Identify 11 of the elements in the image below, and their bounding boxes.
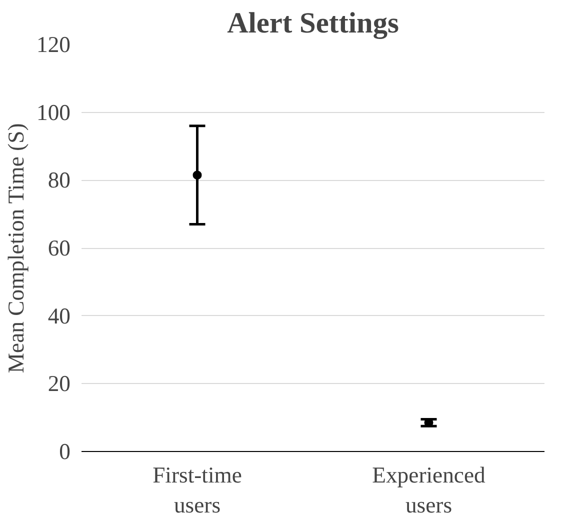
- y-tick-label: 80: [48, 168, 70, 193]
- y-tick-label: 60: [48, 236, 70, 260]
- y-tick-label: 100: [36, 100, 70, 125]
- x-tick-label: First-time users: [152, 462, 242, 518]
- y-tick-label: 40: [48, 303, 70, 328]
- y-tick-label: 20: [48, 371, 70, 396]
- x-tick-label: Experienced users: [372, 462, 486, 518]
- y-tick-label: 120: [36, 32, 70, 57]
- y-tick-label: 0: [59, 439, 70, 464]
- chart-title: Alert Settings: [227, 8, 399, 40]
- y-axis-title: Mean Completion Time (S): [4, 123, 29, 374]
